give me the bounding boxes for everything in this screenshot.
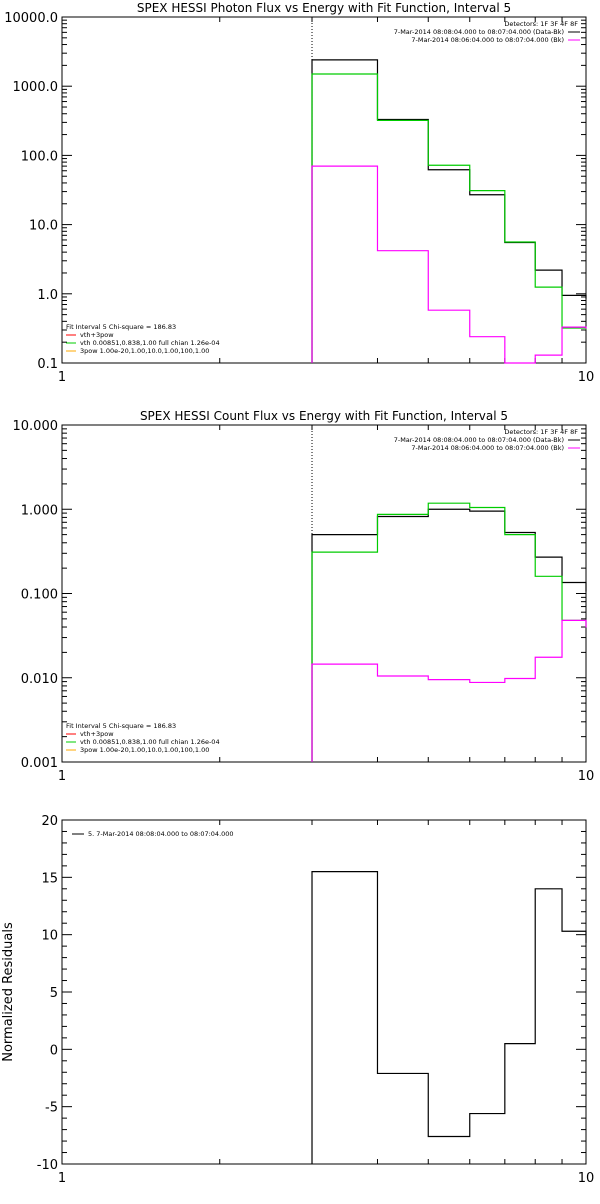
chart2-bottom-legend-heading: Fit Interval 5 Chi-square = 186.83: [66, 722, 176, 730]
chart2-top-legend-entry: 7-Mar-2014 08:06:04.000 to 08:07:04.000 …: [411, 444, 564, 452]
chart1-bottom-legend-entry: 3pow 1.00e-20,1.00,10.0,1.00,100,1.00: [80, 347, 209, 355]
chart1-bottom-legend-heading: Fit Interval 5 Chi-square = 186.83: [66, 323, 176, 331]
chart1-top-legend-heading: Detectors: 1F 3F 4F 8F: [504, 20, 578, 28]
chart1-series-2-step-line: [311, 73, 587, 363]
chart3-y-tick-label: 5: [50, 986, 58, 1001]
chart2-plot-frame: [61, 424, 587, 763]
chart2-y-tick-label: 0.001: [21, 756, 58, 771]
chart1-y-tick-label: 1.0: [37, 288, 58, 303]
chart1-top-legend-entry: 7-Mar-2014 08:08:04.000 to 08:07:04.000 …: [394, 28, 564, 36]
chart2-y-tick-label: 10.000: [13, 419, 59, 434]
chart1-y-tick-label: 0.1: [37, 357, 58, 372]
chart2-series-3-step-line: [311, 619, 587, 762]
chart1-x-tick-label: 10: [578, 370, 595, 385]
chart2-x-tick-label: 1: [58, 769, 66, 784]
chart2-bottom-legend-entry: vth 0.00851,0.838,1.00 full chian 1.26e-…: [80, 738, 220, 746]
chart1-bottom-legend-entry: vth+3pow: [80, 331, 114, 339]
chart1-y-tick-label: 100.0: [21, 149, 58, 164]
chart2-series-2-step-line: [311, 502, 587, 762]
chart3-y-tick-label: 10: [41, 929, 58, 944]
chart1-series-3-step-line: [311, 165, 587, 364]
chart3-y-tick-label: 0: [50, 1043, 58, 1058]
chart1-y-tick-label: 10000.0: [4, 11, 58, 26]
chart3-legend-entry: 5. 7-Mar-2014 08:08:04.000 to 08:07:04.0…: [88, 830, 234, 838]
chart1-y-tick-label: 10.0: [29, 219, 58, 234]
chart1-title: SPEX HESSI Photon Flux vs Energy with Fi…: [137, 1, 511, 15]
chart3-x-tick-label: 10: [578, 1171, 595, 1186]
chart1-x-tick-label: 1: [58, 370, 66, 385]
chart3-series-1-step-line: [311, 871, 587, 1164]
chart2-bottom-legend-entry: 3pow 1.00e-20,1.00,10.0,1.00,100,1.00: [80, 746, 209, 754]
chart2-top-legend-entry: 7-Mar-2014 08:08:04.000 to 08:07:04.000 …: [394, 436, 564, 444]
chart2-top-legend-heading: Detectors: 1F 3F 4F 8F: [504, 428, 578, 436]
chart3-x-tick-label: 1: [58, 1171, 66, 1186]
chart1-top-legend-entry: 7-Mar-2014 08:06:04.000 to 08:07:04.000 …: [411, 36, 564, 44]
chart1-series-1-step-line: [311, 59, 587, 363]
chart3-y-tick-label: -5: [45, 1101, 58, 1116]
chart2-title: SPEX HESSI Count Flux vs Energy with Fit…: [140, 409, 508, 423]
chart1-y-tick-label: 1000.0: [13, 80, 59, 95]
chart3-y-tick-label: 20: [41, 814, 58, 829]
chart2-x-tick-label: 10: [578, 769, 595, 784]
chart2-series-1-step-line: [311, 508, 587, 762]
chart2-y-tick-label: 0.010: [21, 672, 58, 687]
chart3-y-tick-label: 15: [41, 871, 58, 886]
chart2-y-tick-label: 1.000: [21, 503, 58, 518]
chart3-y-axis-label: Normalized Residuals: [1, 922, 16, 1062]
chart2-y-tick-label: 0.100: [21, 588, 58, 603]
chart1-bottom-legend-entry: vth 0.00851,0.838,1.00 full chian 1.26e-…: [80, 339, 220, 347]
chart1-plot-frame: [61, 16, 587, 364]
chart3-y-tick-label: -10: [37, 1158, 58, 1173]
chart2-bottom-legend-entry: vth+3pow: [80, 730, 114, 738]
